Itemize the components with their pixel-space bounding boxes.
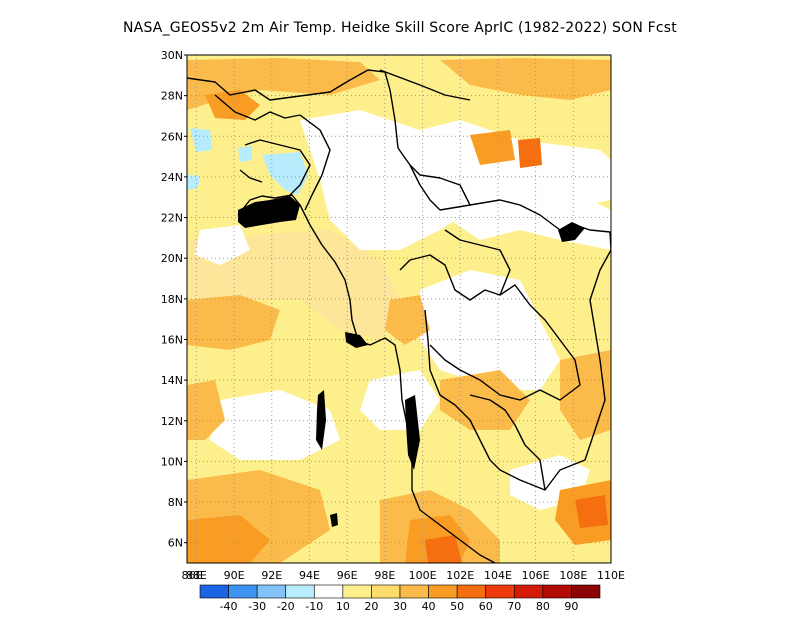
border-inner	[379, 69, 471, 101]
shade-region	[262, 152, 308, 195]
lon-tick-label: 90E	[224, 569, 245, 582]
coastline-west	[187, 69, 441, 211]
shade-region	[420, 270, 560, 390]
lat-tick-label: 16N	[161, 333, 183, 346]
lat-tick-label: 30N	[161, 49, 183, 62]
lon-tick-label: 104E	[484, 569, 512, 582]
delta-fill	[238, 196, 300, 228]
lon-tick-label: 108E	[559, 569, 587, 582]
shade-region	[187, 175, 200, 190]
shade-region	[210, 390, 340, 460]
lon-tick-label: 100E	[409, 569, 437, 582]
colorbar-label: 20	[364, 600, 378, 613]
border-inner	[469, 394, 546, 491]
shading-layer	[187, 58, 611, 563]
shade-region	[187, 58, 380, 110]
lat-tick-label: 22N	[161, 212, 183, 225]
colorbar-swatch	[513, 584, 544, 599]
map-frame	[186, 54, 612, 564]
colorbar-swatch	[428, 584, 458, 599]
lon-tick-label: 88E	[186, 569, 207, 582]
lat-tick-label: 18N	[161, 293, 183, 306]
map-title: NASA_GEOS5v2 2m Air Temp. Heidke Skill S…	[123, 20, 677, 36]
border-inner	[244, 139, 311, 196]
coastal-islands	[238, 196, 585, 527]
colorbar-swatch	[399, 584, 429, 599]
lat-tick-label: 26N	[161, 130, 183, 143]
colorbar-label: 30	[393, 600, 407, 613]
colorbar-label: 70	[507, 600, 521, 613]
colorbar-label: -20	[277, 600, 295, 613]
colorbar-label: 50	[450, 600, 464, 613]
lat-tick-label: 28N	[161, 90, 183, 103]
shade-region	[190, 128, 212, 152]
lon-tick-label: 96E	[337, 569, 358, 582]
colorbar-label: 40	[422, 600, 436, 613]
border-inner	[299, 114, 331, 211]
colorbar-label: 60	[479, 600, 493, 613]
lon-tick-label: 102E	[446, 569, 474, 582]
lon-tick-label: 98E	[374, 569, 395, 582]
lat-tick-label: 10N	[161, 455, 183, 468]
coastline-east	[424, 199, 611, 491]
island-fill	[330, 513, 338, 527]
lon-tick-label: 94E	[299, 569, 320, 582]
shade-region	[440, 58, 611, 100]
colorbar-label: 90	[564, 600, 578, 613]
colorbar-swatch	[371, 584, 401, 599]
shade-region	[518, 138, 542, 168]
colorbar-label: 10	[336, 600, 350, 613]
latitude-labels: 6N 8N 10N 12N 14N 16N 18N 20N 22N 24N 26N 28N 30N	[161, 49, 183, 550]
shade-region	[575, 495, 608, 528]
colorbar	[199, 584, 601, 599]
colorbar-label: -30	[248, 600, 266, 613]
colorbar-label: -40	[220, 600, 238, 613]
colorbar-swatch	[199, 584, 229, 599]
colorbar-swatch	[228, 584, 258, 599]
lat-tick-label: 20N	[161, 252, 183, 265]
lon-tick-label: 86E	[182, 569, 203, 582]
colorbar-label: -10	[305, 600, 323, 613]
lat-tick-label: 6N	[168, 537, 183, 550]
shade-region	[187, 515, 270, 563]
colorbar-swatch	[456, 584, 487, 599]
island-fill	[558, 222, 585, 242]
island-fill	[405, 395, 420, 470]
colorbar-swatch	[342, 584, 372, 599]
lat-tick-label: 14N	[161, 374, 183, 387]
delta-fill	[345, 332, 368, 348]
colorbar-swatch	[256, 584, 287, 599]
colorbar-swatch	[485, 584, 515, 599]
shade-region	[560, 350, 611, 440]
colorbar-swatch	[542, 584, 572, 599]
shade-region	[238, 146, 252, 162]
border-inner	[409, 164, 471, 206]
shade-region	[470, 130, 515, 165]
shade-region	[425, 535, 462, 563]
lon-tick-label: 92E	[261, 569, 282, 582]
border-inner	[239, 169, 263, 183]
island-fill	[316, 390, 326, 450]
colorbar-swatch	[571, 584, 601, 599]
lat-tick-label: 24N	[161, 171, 183, 184]
border-inner	[214, 94, 301, 121]
lon-tick-label: 110E	[597, 569, 625, 582]
shade-region	[385, 295, 430, 345]
colorbar-labels: -40 -30 -20 -10 10 20 30 40 50 60 70 80 90	[220, 600, 579, 613]
colorbar-label: 80	[536, 600, 550, 613]
shade-region	[187, 295, 280, 350]
lat-tick-label: 12N	[161, 415, 183, 428]
shade-region	[187, 230, 400, 340]
border-inner	[444, 229, 511, 296]
shade-region	[195, 225, 250, 265]
border-inner	[399, 254, 581, 401]
colorbar-swatch	[285, 584, 315, 599]
shade-region	[360, 370, 440, 430]
lat-tick-label: 8N	[168, 496, 183, 509]
grid-lines	[184, 54, 611, 563]
lon-tick-label: 106E	[522, 569, 550, 582]
colorbar-swatch	[313, 584, 344, 599]
